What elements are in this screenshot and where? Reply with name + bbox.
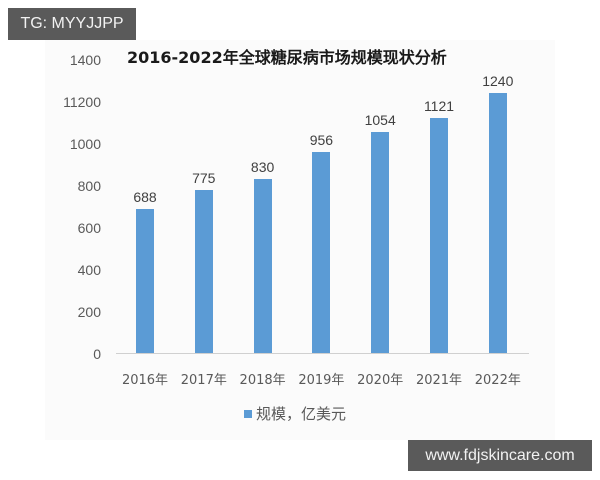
x-tick-label: 2019年 xyxy=(298,373,345,388)
x-axis-line xyxy=(116,353,529,354)
chart-background xyxy=(45,40,555,440)
x-tick-label: 2016年 xyxy=(121,373,169,388)
bar xyxy=(194,190,213,353)
legend-label: 规模，亿美元 xyxy=(256,405,347,423)
data-label: 830 xyxy=(250,158,275,175)
y-tick-label: 1400 xyxy=(69,52,101,68)
data-label: 688 xyxy=(133,188,157,205)
bar xyxy=(371,131,390,353)
y-tick-label: 1000 xyxy=(69,136,101,152)
data-label: 1121 xyxy=(423,97,455,114)
watermark-top: TG: MYYJJPP xyxy=(8,8,136,40)
y-tick-label: 800 xyxy=(77,178,101,194)
bar xyxy=(488,92,507,353)
x-tick-label: 2018年 xyxy=(239,373,286,388)
y-tick-label: 0 xyxy=(93,346,101,362)
bar xyxy=(136,208,154,353)
y-tick-label: 11200 xyxy=(63,94,101,110)
y-tick-label: 600 xyxy=(77,220,101,236)
x-tick-label: 2020年 xyxy=(357,373,404,388)
y-tick-label: 400 xyxy=(77,262,101,278)
bar xyxy=(253,178,272,353)
bar xyxy=(430,117,448,353)
x-tick-label: 2022年 xyxy=(474,373,521,388)
chart-title: 2016-2022年全球糖尿病市场规模现状分析 xyxy=(127,48,447,67)
bar xyxy=(312,152,331,353)
x-tick-label: 2021年 xyxy=(415,373,463,388)
legend-swatch-icon xyxy=(244,409,252,418)
data-label: 1240 xyxy=(482,72,514,89)
legend: 规模，亿美元 xyxy=(244,403,346,424)
data-label: 1054 xyxy=(364,111,396,128)
data-label: 956 xyxy=(309,132,334,149)
data-label: 775 xyxy=(192,170,216,187)
x-tick-label: 2017年 xyxy=(180,373,227,388)
y-tick-label: 200 xyxy=(77,304,101,320)
watermark-bottom: www.fdjskincare.com xyxy=(408,440,592,471)
